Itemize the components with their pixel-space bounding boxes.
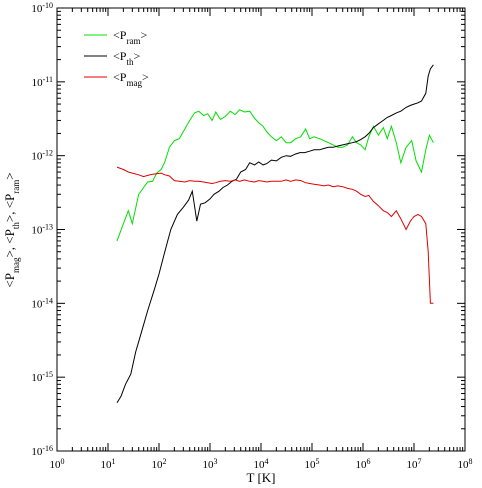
legend-label-2: <Pmag>	[113, 70, 149, 88]
legend-label-0-main: <P	[113, 28, 127, 42]
y-tick-label-base: 10	[31, 298, 43, 310]
y-tick-label: 10-12	[31, 148, 53, 163]
x-tick-label: 105	[305, 457, 320, 472]
legend-label-1-main: <P	[113, 49, 127, 63]
tick-labels: 100 101 102 103 104 105 106 107 10810-1610-1510-…	[31, 1, 472, 472]
legend-label-2-main: <P	[113, 70, 127, 84]
y-axis-label-part-1-main: <P	[2, 229, 17, 244]
x-tick-label: 108	[458, 457, 473, 472]
x-tick-label-base: 10	[203, 459, 215, 471]
x-tick-label-base: 10	[305, 459, 317, 471]
x-tick-label-exponent: 4	[265, 457, 269, 466]
y-tick-label-base: 10	[32, 77, 44, 89]
y-tick-label-base: 10	[31, 225, 43, 237]
x-tick-label-exponent: 8	[469, 457, 473, 466]
legend: <Pram><Pth><Pmag>	[84, 28, 149, 88]
x-tick-label-base: 10	[152, 459, 164, 471]
x-tick-label: 106	[356, 457, 371, 472]
x-tick-label-exponent: 5	[316, 457, 320, 466]
legend-label-2-end: >	[142, 70, 149, 84]
series-line-2	[116, 166, 434, 304]
x-tick-label-exponent: 0	[61, 457, 65, 466]
series-lines	[116, 64, 434, 404]
x-tick-label-base: 10	[458, 459, 470, 471]
y-tick-label-exponent: -15	[42, 370, 53, 379]
x-tick-label-exponent: 1	[112, 457, 116, 466]
y-axis-label-separator: ,	[2, 244, 17, 251]
x-tick-label-base: 10	[407, 459, 419, 471]
x-tick-label: 100	[50, 457, 65, 472]
y-tick-label-exponent: -10	[42, 1, 53, 10]
series-line-0	[116, 109, 434, 242]
legend-label-0-subscript: ram	[126, 36, 140, 46]
y-tick-label-exponent: -12	[42, 148, 53, 157]
legend-label-1: <Pth>	[113, 49, 140, 67]
y-tick-label: 10-14	[31, 296, 53, 311]
y-axis-label-part-0-subscript: mag	[11, 257, 21, 273]
x-tick-label: 102	[152, 457, 167, 472]
x-tick-label-exponent: 2	[163, 457, 167, 466]
y-tick-label-exponent: -13	[42, 222, 53, 231]
legend-label-0: <Pram>	[113, 28, 147, 46]
legend-label-1-end: >	[133, 49, 140, 63]
y-tick-label-exponent: -11	[43, 74, 53, 83]
x-tick-label-base: 10	[101, 459, 113, 471]
y-tick-label-base: 10	[31, 372, 43, 384]
y-tick-label: 10-15	[31, 370, 53, 385]
x-axis-label: T [K]	[246, 470, 275, 485]
legend-label-2-subscript: mag	[126, 78, 142, 88]
y-tick-label: 10-10	[31, 1, 53, 16]
x-tick-label: 107	[407, 457, 422, 472]
y-axis-label-part-0-end: >	[2, 250, 17, 257]
y-tick-label-base: 10	[31, 151, 43, 163]
x-tick-label-exponent: 7	[418, 457, 422, 466]
y-axis-label-part-1-subscript: th	[11, 222, 21, 230]
y-tick-label-exponent: -16	[42, 444, 53, 453]
x-tick-label-base: 10	[356, 459, 368, 471]
x-tick-label: 103	[203, 457, 218, 472]
legend-label-1-subscript: th	[126, 57, 134, 67]
x-tick-label-base: 10	[50, 459, 62, 471]
x-tick-label-exponent: 6	[367, 457, 371, 466]
axis-ticks	[56, 7, 466, 452]
y-tick-label: 10-13	[31, 222, 53, 237]
x-tick-label-exponent: 3	[214, 457, 218, 466]
y-axis-label-part-0-main: <P	[2, 273, 17, 288]
y-tick-label-exponent: -14	[42, 296, 53, 305]
y-axis-label-part-2-main: <P	[2, 194, 17, 209]
series-line-1	[116, 64, 434, 404]
y-tick-label: 10-11	[32, 74, 53, 89]
y-axis-label-part-2-subscript: ram	[11, 180, 21, 194]
y-axis-label-part-2-end: >	[2, 172, 17, 179]
y-axis-label-part-1-end: >	[2, 215, 17, 222]
y-tick-label: 10-16	[31, 444, 53, 459]
legend-label-0-end: >	[140, 28, 147, 42]
y-tick-label-base: 10	[31, 3, 43, 15]
y-axis-label: <Pmag>, <Pth>, <Pram>	[2, 172, 21, 287]
y-tick-label-base: 10	[31, 446, 43, 458]
x-tick-label-base: 10	[254, 459, 266, 471]
x-tick-label: 101	[101, 457, 116, 472]
x-tick-label: 104	[254, 457, 269, 472]
y-axis-label-separator: ,	[2, 208, 17, 215]
